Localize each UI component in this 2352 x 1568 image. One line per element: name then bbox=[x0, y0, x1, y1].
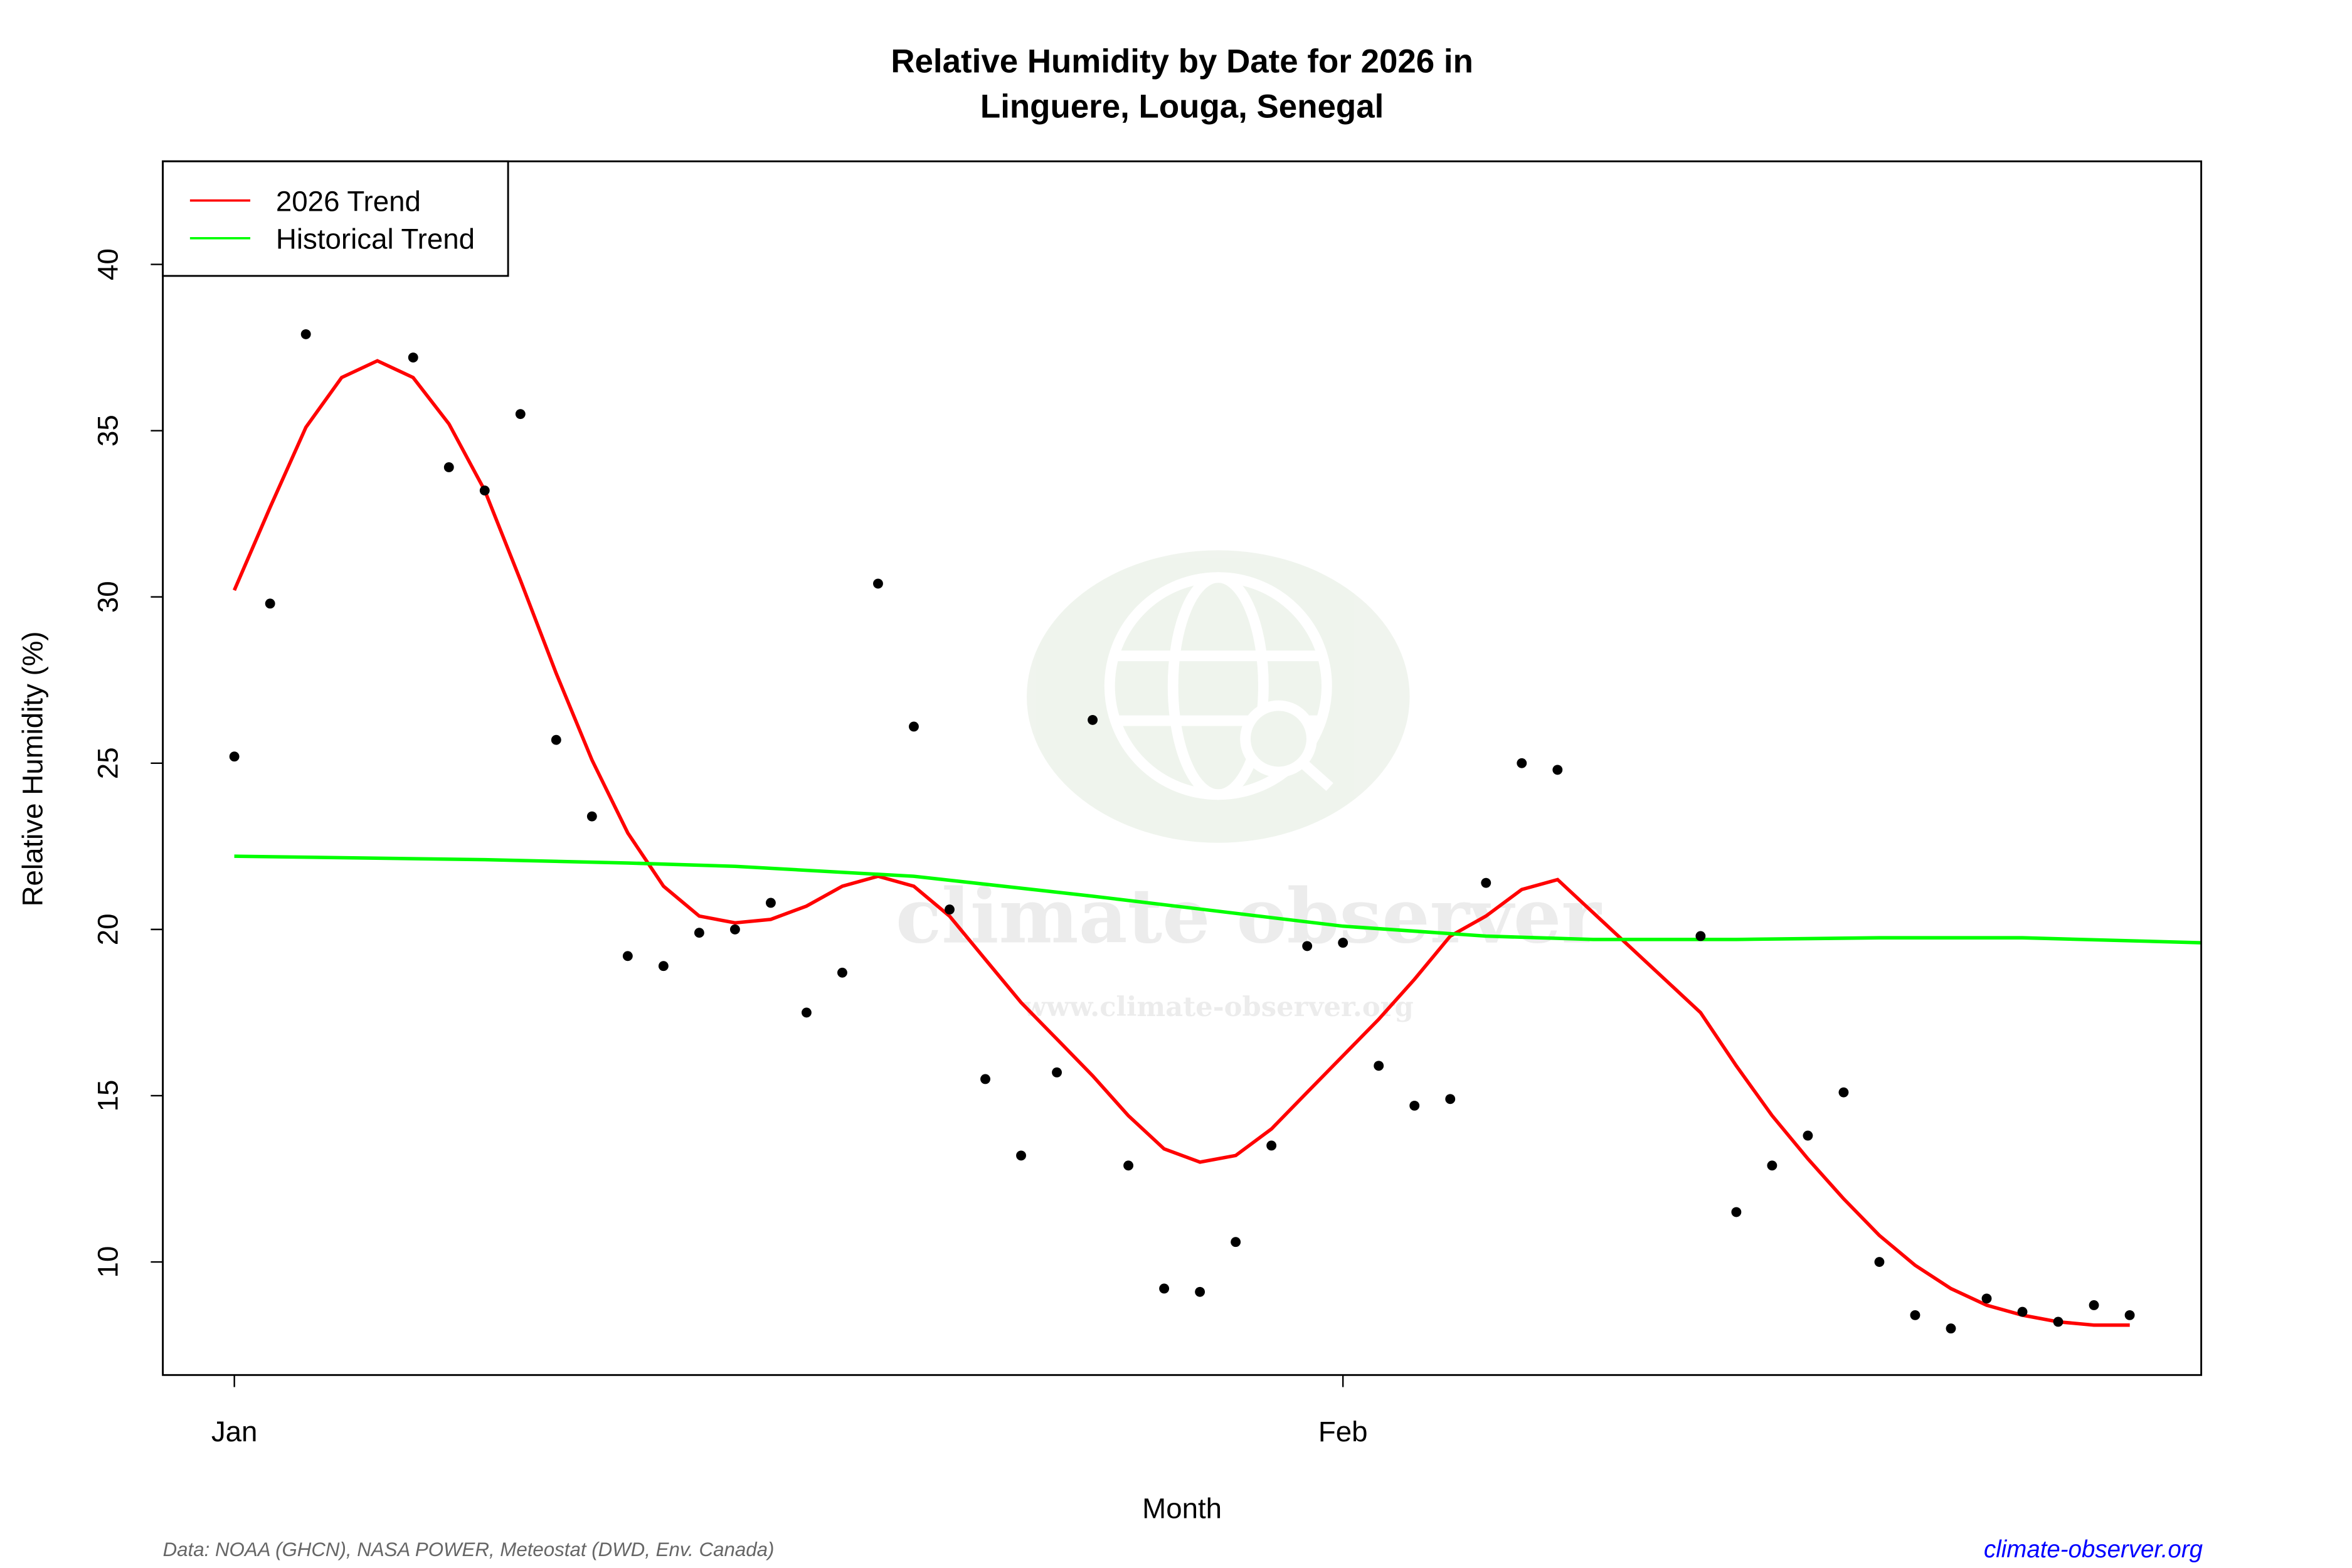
trend-2026-line bbox=[233, 359, 2130, 1327]
legend-label-historical-trend: Historical Trend bbox=[276, 223, 475, 255]
data-point bbox=[729, 924, 740, 935]
data-point bbox=[1159, 1283, 1170, 1294]
data-point bbox=[801, 1007, 812, 1018]
data-point bbox=[1409, 1100, 1420, 1111]
x-tick-label: Jan bbox=[211, 1416, 258, 1448]
data-point bbox=[2124, 1310, 2135, 1320]
y-tick-label: 10 bbox=[92, 1246, 124, 1278]
data-point bbox=[1946, 1323, 1956, 1334]
data-point bbox=[515, 409, 526, 420]
legend: 2026 Trend Historical Trend bbox=[162, 160, 509, 277]
data-point bbox=[1195, 1286, 1205, 1297]
data-point bbox=[1731, 1207, 1742, 1217]
y-tick-label: 20 bbox=[92, 913, 124, 945]
site-link[interactable]: climate-observer.org bbox=[1984, 1536, 2203, 1563]
data-point bbox=[479, 485, 490, 496]
y-tick-label: 15 bbox=[92, 1080, 124, 1112]
data-point bbox=[2089, 1300, 2099, 1310]
y-tick-label: 35 bbox=[92, 415, 124, 447]
data-point bbox=[1052, 1067, 1062, 1078]
data-point bbox=[1481, 877, 1491, 888]
data-point bbox=[586, 811, 597, 822]
data-point bbox=[1803, 1130, 1813, 1141]
watermark-url: www.climate-observer.org bbox=[1022, 991, 1414, 1023]
data-point bbox=[1016, 1150, 1026, 1161]
data-point bbox=[1910, 1310, 1920, 1320]
y-tick-label: 30 bbox=[92, 581, 124, 613]
data-point bbox=[551, 734, 561, 745]
data-point bbox=[1231, 1237, 1241, 1248]
x-tick-label: Feb bbox=[1318, 1416, 1368, 1448]
data-point bbox=[1767, 1160, 1777, 1171]
x-axis-label: Month bbox=[1142, 1493, 1222, 1525]
data-point bbox=[622, 951, 633, 961]
data-point bbox=[2053, 1316, 2063, 1327]
data-point bbox=[229, 751, 240, 762]
data-point bbox=[1088, 714, 1098, 725]
data-point bbox=[980, 1074, 990, 1084]
data-point bbox=[1552, 765, 1563, 775]
y-tick-label: 40 bbox=[92, 248, 124, 280]
data-point bbox=[1838, 1087, 1849, 1098]
data-point bbox=[837, 967, 847, 978]
data-point bbox=[1981, 1293, 1992, 1304]
data-point bbox=[408, 352, 418, 363]
plot-frame bbox=[162, 160, 2203, 1376]
data-point bbox=[765, 898, 776, 908]
data-point bbox=[1445, 1094, 1456, 1104]
data-point bbox=[694, 928, 704, 938]
data-point bbox=[1338, 938, 1348, 948]
data-point bbox=[1695, 931, 1706, 941]
data-point bbox=[1374, 1061, 1384, 1071]
data-point bbox=[265, 598, 275, 609]
data-point bbox=[909, 721, 919, 732]
data-point bbox=[945, 904, 955, 915]
data-point bbox=[1517, 758, 1527, 768]
data-point bbox=[1874, 1257, 1885, 1267]
data-point bbox=[443, 462, 454, 472]
globe-search-icon bbox=[1104, 572, 1333, 800]
legend-label-2026-trend: 2026 Trend bbox=[276, 186, 421, 218]
data-point bbox=[1302, 941, 1313, 951]
historical-trend-line bbox=[234, 854, 2201, 945]
data-point bbox=[658, 961, 669, 972]
chart-title-line1: Relative Humidity by Date for 2026 in bbox=[891, 43, 1473, 80]
data-point bbox=[2017, 1306, 2028, 1317]
data-point bbox=[873, 578, 883, 589]
watermark: climate observer www.climate-observer.or… bbox=[896, 550, 1602, 1023]
data-point bbox=[300, 329, 311, 339]
data-source-note: Data: NOAA (GHCN), NASA POWER, Meteostat… bbox=[163, 1539, 775, 1560]
chart-title-line2: Linguere, Louga, Senegal bbox=[980, 88, 1384, 125]
y-axis-label: Relative Humidity (%) bbox=[16, 632, 48, 907]
data-point bbox=[1266, 1140, 1277, 1151]
legend-box bbox=[162, 160, 509, 277]
data-point bbox=[1123, 1160, 1134, 1171]
y-tick-label: 25 bbox=[92, 747, 124, 779]
